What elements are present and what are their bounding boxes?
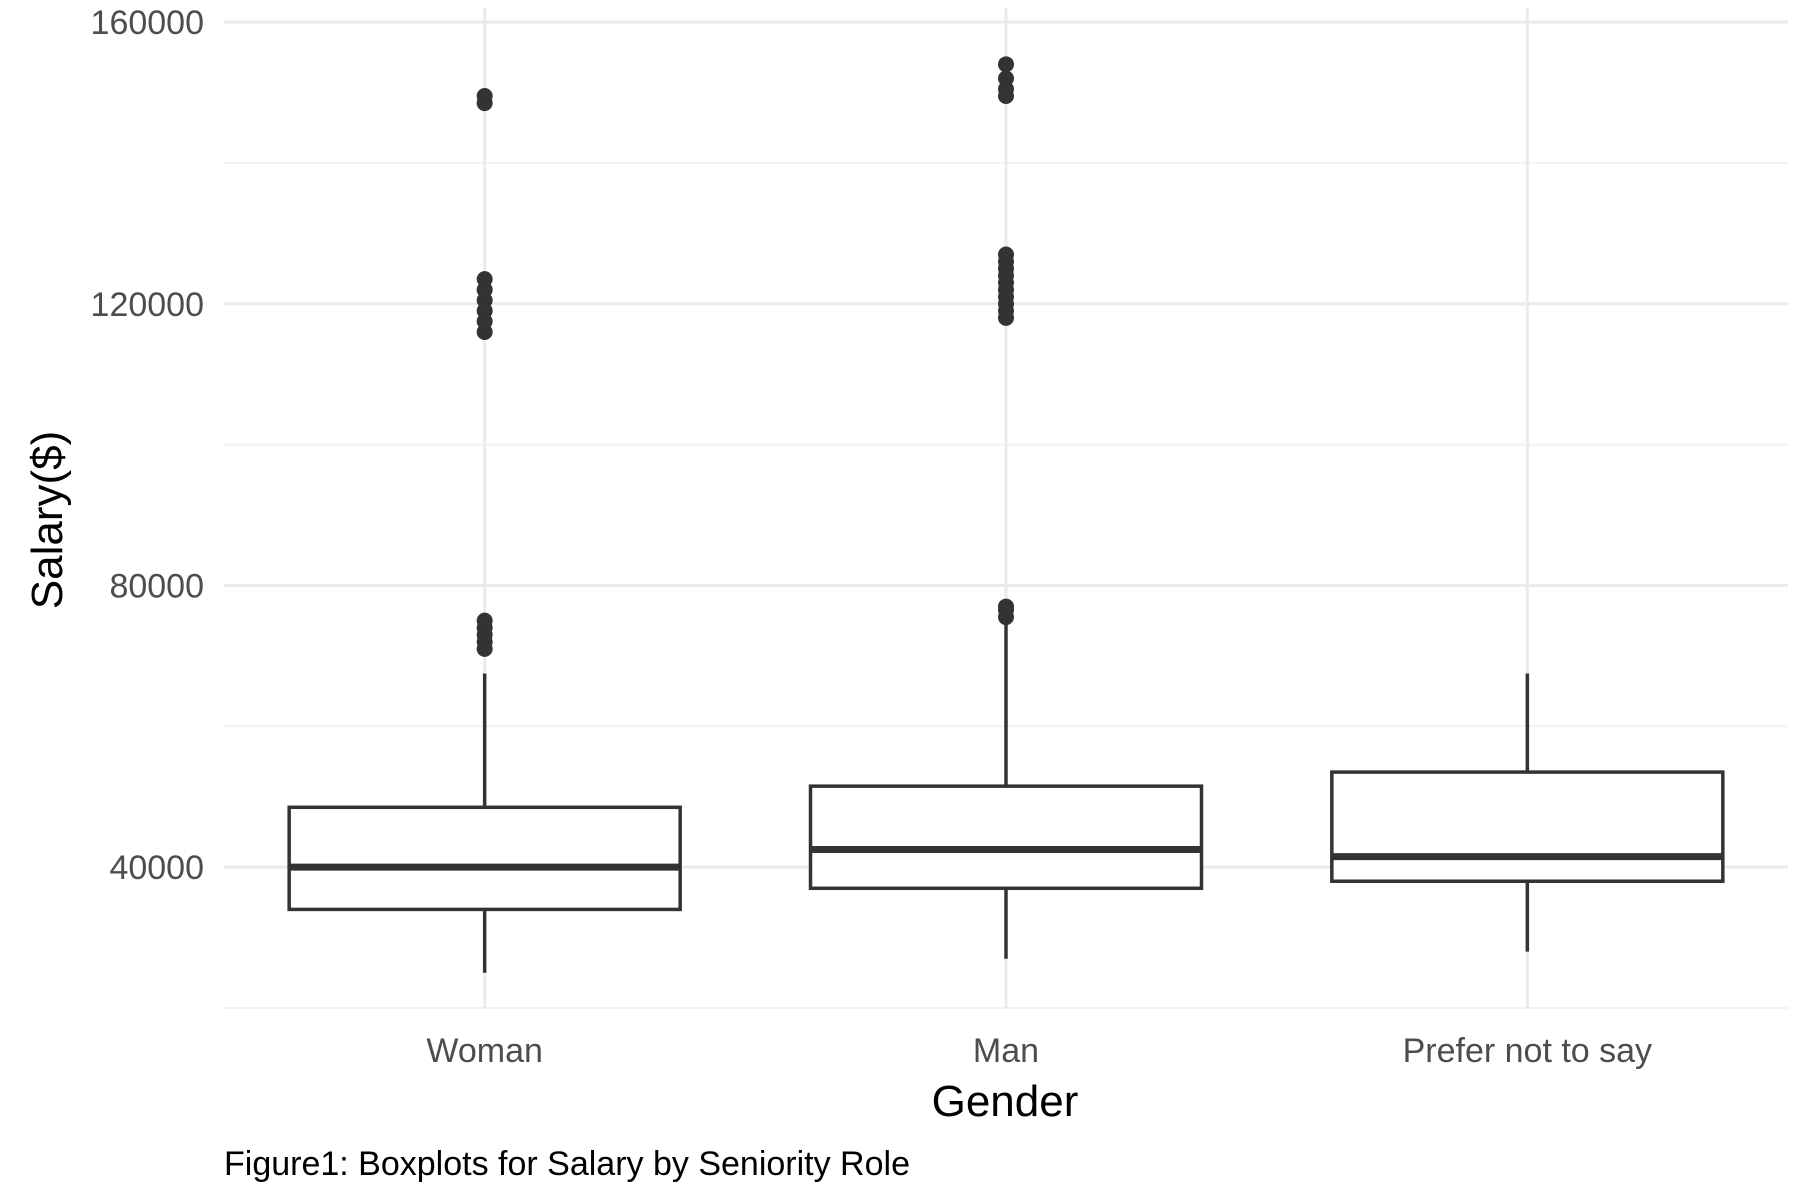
x-axis-title: Gender — [932, 1077, 1079, 1126]
iqr-box — [1330, 770, 1725, 883]
outlier-point — [998, 70, 1014, 87]
outlier-point — [998, 56, 1014, 73]
iqr-box — [808, 784, 1204, 891]
iqr-box — [287, 805, 682, 912]
box-layer — [287, 56, 1725, 973]
y-tick-label: 160000 — [91, 4, 204, 42]
outlier-point — [998, 246, 1014, 263]
x-tick-label: Man — [973, 1032, 1039, 1070]
boxplot-man — [808, 56, 1204, 959]
outlier-point — [476, 271, 493, 288]
y-tick-label: 80000 — [109, 567, 204, 605]
label-layer: 40000 80000 120000 160000 Woman Man Prefer not… — [91, 4, 1653, 1070]
x-tick-label: Woman — [426, 1032, 543, 1070]
boxplot-prefer-not-to-say — [1330, 673, 1725, 952]
boxplot-woman — [287, 88, 682, 973]
outlier-point — [998, 598, 1014, 615]
y-tick-label: 40000 — [109, 849, 204, 887]
y-axis-title: Salary($) — [23, 431, 72, 610]
figure-caption: Figure1: Boxplots for Salary by Seniorit… — [224, 1145, 910, 1183]
outlier-point — [476, 88, 493, 105]
outlier-point — [476, 612, 493, 629]
y-tick-label: 120000 — [91, 286, 204, 324]
x-tick-label: Prefer not to say — [1403, 1032, 1652, 1070]
